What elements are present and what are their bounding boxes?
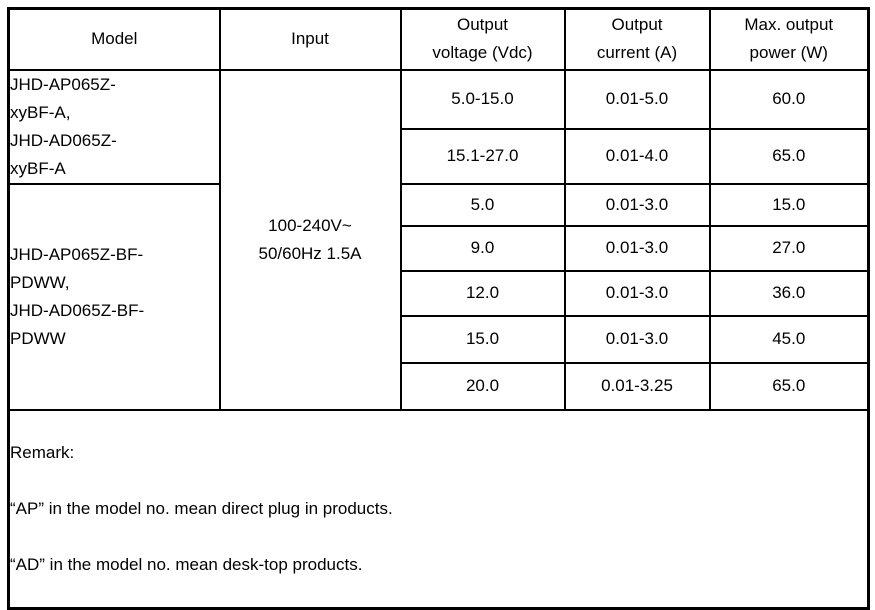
- voltage-cell: 15.1-27.0: [399, 128, 566, 185]
- power-cell: 65.0: [708, 361, 870, 411]
- voltage-cell: 5.0: [399, 182, 566, 227]
- table-row: 15.1-27.0 0.01-4.0 65.0: [9, 128, 870, 185]
- table-row: 9.0 0.01-3.0 27.0: [9, 224, 870, 272]
- current-cell: 0.01-3.0: [563, 314, 711, 364]
- voltage-cell: 9.0: [399, 224, 566, 272]
- remark-title: Remark:: [10, 442, 75, 462]
- remark-row: Remark: “AP” in the model no. mean direc…: [7, 408, 870, 609]
- header-row: Model Input Output voltage (Vdc) Output …: [7, 7, 870, 71]
- remark-cell: Remark: “AP” in the model no. mean direc…: [7, 408, 870, 609]
- document-page: Model Input Output voltage (Vdc) Output …: [7, 7, 870, 610]
- table-row: JHD-AP065Z- xyBF-A, JHD-AD065Z- xyBF-A 1…: [7, 68, 870, 411]
- col-header-voltage: Output voltage (Vdc): [399, 7, 566, 71]
- table-row: 15.0 0.01-3.0 45.0: [9, 314, 870, 364]
- input-value-cell: 100-240V~ 50/60Hz 1.5A: [218, 68, 402, 411]
- power-cell: 27.0: [708, 224, 870, 272]
- power-cell: 15.0: [708, 182, 870, 227]
- current-cell: 0.01-3.25: [563, 361, 711, 411]
- current-cell: 0.01-3.0: [563, 182, 711, 227]
- current-cell: 0.01-5.0: [563, 68, 711, 131]
- voltage-cell: 15.0: [399, 314, 566, 364]
- model-group-2-cell: JHD-AP065Z-BF- PDWW, JHD-AD065Z-BF- PDWW: [7, 182, 221, 411]
- current-cell: 0.01-3.0: [563, 224, 711, 272]
- voltage-cell: 5.0-15.0: [399, 68, 566, 131]
- col-header-power: Max. output power (W): [708, 7, 870, 71]
- col-header-input: Input: [218, 7, 402, 71]
- power-cell: 45.0: [708, 314, 870, 364]
- table-row: JHD-AP065Z-BF- PDWW, JHD-AD065Z-BF- PDWW…: [7, 182, 870, 411]
- power-cell: 60.0: [708, 68, 870, 131]
- table-row: 20.0 0.01-3.25 65.0: [9, 361, 870, 411]
- model-group-1-cell: JHD-AP065Z- xyBF-A, JHD-AD065Z- xyBF-A: [7, 68, 221, 185]
- power-cell: 36.0: [708, 269, 870, 317]
- power-spec-table: Model Input Output voltage (Vdc) Output …: [7, 7, 870, 610]
- col-header-current: Output current (A): [563, 7, 711, 71]
- remark-line-2: “AD” in the model no. mean desk-top prod…: [10, 554, 363, 574]
- voltage-cell: 12.0: [399, 269, 566, 317]
- current-cell: 0.01-3.0: [563, 269, 711, 317]
- current-cell: 0.01-4.0: [563, 128, 711, 185]
- remark-line-1: “AP” in the model no. mean direct plug i…: [10, 498, 393, 518]
- col-header-model: Model: [7, 7, 221, 71]
- table-row: 12.0 0.01-3.0 36.0: [9, 269, 870, 317]
- power-cell: 65.0: [708, 128, 870, 185]
- voltage-cell: 20.0: [399, 361, 566, 411]
